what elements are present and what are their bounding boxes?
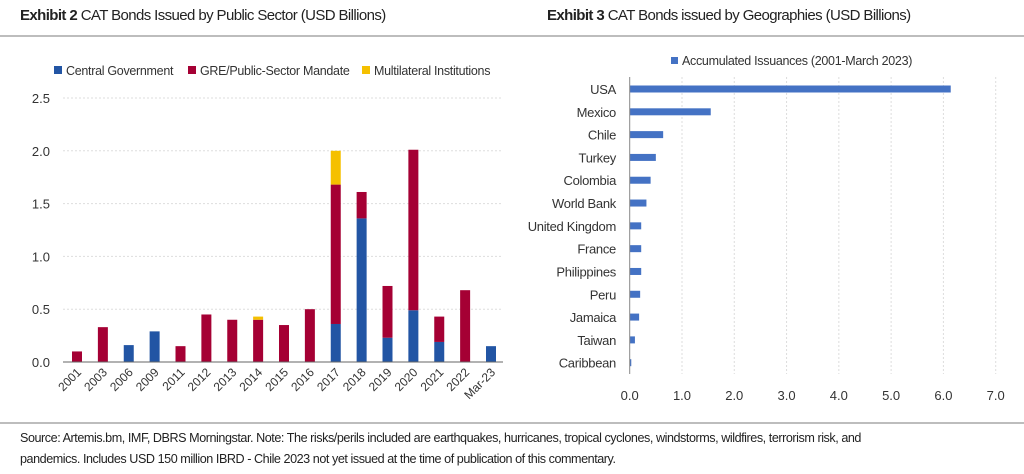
x-tick-label: 7.0 <box>987 388 1005 403</box>
y-tick-label: France <box>577 242 616 257</box>
x-tick-label: 2.0 <box>725 388 743 403</box>
bar-segment <box>330 323 341 362</box>
y-tick-label: Caribbean <box>559 356 616 371</box>
x-tick-label: 2011 <box>159 365 187 393</box>
source-note-line-1: Source: Artemis.bm, IMF, DBRS Morningsta… <box>20 431 861 445</box>
x-tick-label: 2014 <box>236 365 265 394</box>
top-divider <box>0 35 1024 37</box>
y-tick-label: Mexico <box>577 105 616 120</box>
bar <box>629 336 635 344</box>
bar-segment <box>382 285 393 338</box>
exhibit-2-title-text: CAT Bonds Issued by Public Sector (USD B… <box>80 7 387 24</box>
source-note: Source: Artemis.bm, IMF, DBRS Morningsta… <box>20 428 1020 470</box>
bar <box>629 359 632 367</box>
x-tick-label: 2013 <box>211 365 240 394</box>
x-tick-label: 5.0 <box>882 388 900 403</box>
bar <box>629 85 951 93</box>
y-tick-label: United Kingdom <box>528 219 616 234</box>
y-tick-label: Peru <box>590 287 616 302</box>
bar-segment <box>434 341 445 362</box>
legend-swatch <box>188 66 196 74</box>
bar-segment <box>149 331 160 362</box>
bar <box>629 153 656 161</box>
y-tick-label: 0.5 <box>32 302 50 317</box>
bar-segment <box>460 290 471 362</box>
y-tick-label: 2.5 <box>32 91 50 106</box>
bar-segment <box>175 346 186 362</box>
y-tick-label: Jamaica <box>570 310 617 325</box>
bar-segment <box>253 319 264 362</box>
x-tick-label: 2019 <box>366 365 395 394</box>
legend-label: Central Government <box>66 64 174 78</box>
y-tick-label: 1.5 <box>32 197 50 212</box>
y-tick-label: Colombia <box>563 173 617 188</box>
x-tick-label: 0.0 <box>621 388 639 403</box>
bar-segment <box>486 346 496 362</box>
y-tick-label: Taiwan <box>577 333 616 348</box>
y-tick-label: 0.0 <box>32 355 50 370</box>
x-tick-label: 3.0 <box>778 388 796 403</box>
y-tick-label: 2.0 <box>32 144 50 159</box>
bar-segment <box>227 319 238 362</box>
legend-swatch <box>54 66 62 74</box>
exhibit-3-title-text: CAT Bonds issued by Geographies (USD Bil… <box>607 7 911 24</box>
x-tick-label: 2018 <box>340 365 369 394</box>
bar-segment <box>279 325 289 362</box>
bar-segment <box>304 309 315 362</box>
bar-segment <box>356 191 367 219</box>
y-tick-label: USA <box>590 82 616 97</box>
y-tick-label: Turkey <box>579 150 617 165</box>
exhibit-2-title: Exhibit 2 CAT Bonds Issued by Public Sec… <box>20 7 386 24</box>
y-tick-label: Chile <box>588 128 616 143</box>
x-tick-label: 2021 <box>418 365 447 394</box>
bar-segment <box>253 316 264 320</box>
x-tick-label: 2003 <box>81 365 110 394</box>
x-tick-label: 2020 <box>392 365 421 394</box>
bar <box>629 313 640 321</box>
bar-segment <box>72 351 82 362</box>
legend-swatch <box>362 66 370 74</box>
x-tick-label: 1.0 <box>673 388 691 403</box>
x-tick-label: 2001 <box>55 365 84 394</box>
legend-label: GRE/Public-Sector Mandate <box>200 64 350 78</box>
legend-label: Accumulated Issuances (2001-March 2023) <box>682 54 912 68</box>
bar <box>629 176 651 184</box>
bar-segment <box>408 149 419 311</box>
bar-segment <box>330 150 341 185</box>
bar-segment <box>356 218 367 362</box>
exhibit-3-title: Exhibit 3 CAT Bonds issued by Geographie… <box>547 7 911 24</box>
bar-segment <box>434 316 445 342</box>
bar <box>629 131 664 139</box>
bar-segment <box>408 310 419 362</box>
x-tick-label: 2017 <box>314 365 343 394</box>
bottom-divider <box>0 422 1024 424</box>
y-tick-label: World Bank <box>552 196 617 211</box>
x-tick-label: 2006 <box>107 365 136 394</box>
bar-segment <box>382 337 393 362</box>
x-tick-label: 6.0 <box>934 388 952 403</box>
legend-swatch <box>671 57 678 64</box>
bar <box>629 245 642 253</box>
x-tick-label: 4.0 <box>830 388 848 403</box>
source-note-line-2: pandemics. Includes USD 150 million IBRD… <box>20 452 616 466</box>
x-tick-label: 2009 <box>133 365 162 394</box>
x-tick-label: 2016 <box>288 365 317 394</box>
bar <box>629 108 711 116</box>
bar-segment <box>330 184 341 324</box>
bar <box>629 222 642 230</box>
legend-label: Multilateral Institutions <box>374 64 490 78</box>
bar-segment <box>97 327 108 362</box>
exhibit-3-label: Exhibit 3 <box>547 7 605 24</box>
y-tick-label: Philippines <box>556 264 616 279</box>
exhibit-2-label: Exhibit 2 <box>20 7 78 24</box>
bar <box>629 199 647 207</box>
x-tick-label: 2015 <box>262 365 291 394</box>
bar <box>629 267 642 275</box>
bar-segment <box>201 314 212 362</box>
bar <box>629 290 641 298</box>
y-tick-label: 1.0 <box>32 249 50 264</box>
x-tick-label: 2012 <box>185 365 214 394</box>
bar-segment <box>123 345 134 362</box>
